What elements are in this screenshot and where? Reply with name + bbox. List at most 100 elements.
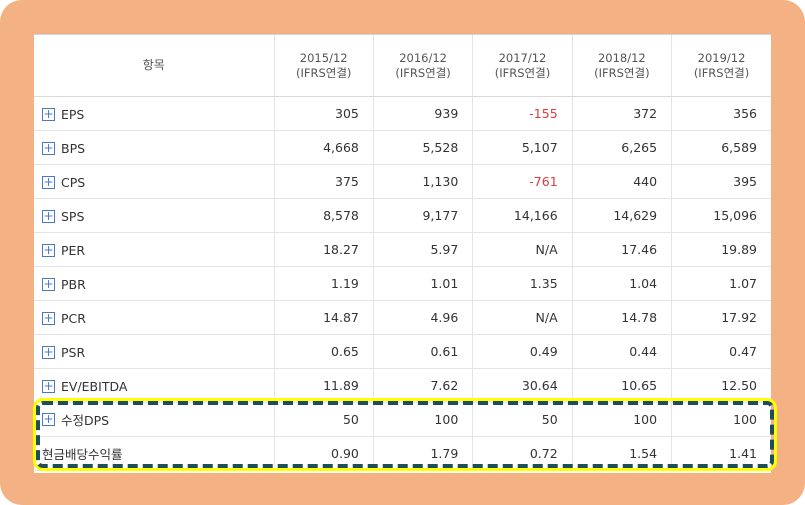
value-cell: 17.92 [671,300,771,335]
row-label: CPS [61,174,86,190]
expand-plus-icon[interactable]: + [42,242,55,257]
value-cell: 10.65 [571,368,672,403]
row-label: EV/EBITDA [61,378,128,394]
table-row: + CPS 375 1,130 -761 440 395 [34,164,771,199]
table-row: + PSR 0.65 0.61 0.49 0.44 0.47 [34,334,771,369]
table-row: + BPS 4,668 5,528 5,107 6,265 6,589 [34,130,771,165]
row-label: BPS [61,140,86,156]
expand-plus-icon[interactable]: + [42,208,55,223]
value-cell: 100 [372,402,473,437]
value-cell: N/A [472,232,573,267]
value-cell: 6,265 [571,130,672,165]
value-cell: 375 [273,164,374,199]
value-cell: 5,528 [372,130,473,165]
expand-plus-icon[interactable]: + [42,412,55,426]
row-label: PBR [61,276,86,292]
value-cell: -761 [472,164,573,199]
value-cell: 50 [273,402,374,437]
value-cell: 15,096 [671,198,771,233]
value-cell: 30.64 [472,368,573,403]
row-label-cell: + PBR [34,266,274,301]
header-period: 2015/12 (IFRS연결) [273,34,374,97]
value-cell: 0.44 [571,334,672,369]
header-period: 2018/12 (IFRS연결) [571,34,672,97]
value-cell: 50 [472,402,573,437]
expand-plus-icon[interactable]: + [42,140,55,155]
expand-plus-icon[interactable]: + [42,276,55,291]
expand-plus-icon[interactable]: + [42,310,55,325]
value-cell: 395 [671,164,771,199]
table-row: + EPS 305 939 -155 372 356 [34,96,771,131]
table-row: + PCR 14.87 4.96 N/A 14.78 17.92 [34,300,771,335]
table-row: + PBR 1.19 1.01 1.35 1.04 1.07 [34,266,771,301]
row-label: PCR [61,310,86,326]
value-cell: 7.62 [372,368,473,403]
value-cell: 12.50 [671,368,771,403]
value-cell: 0.61 [372,334,473,369]
header-item: 항목 [34,34,274,97]
table-header-row: 항목 2015/12 (IFRS연결) 2016/12 (IFRS연결) 2017/… [34,34,771,97]
value-cell: 100 [571,402,672,437]
value-cell: N/A [472,300,573,335]
financial-table-panel: 항목 2015/12 (IFRS연결) 2016/12 (IFRS연결) 2017/… [34,34,771,473]
row-label: 수정DPS [61,413,110,428]
value-cell: 14,629 [571,198,672,233]
value-cell: 356 [671,96,771,131]
value-cell: 4,668 [273,130,374,165]
table-row: + PER 18.27 5.97 N/A 17.46 19.89 [34,232,771,267]
row-label-cell: + PER [34,232,274,267]
value-cell: 11.89 [273,368,374,403]
row-label: SPS [61,208,85,224]
value-cell: 8,578 [273,198,374,233]
financial-ratio-table: 항목 2015/12 (IFRS연결) 2016/12 (IFRS연결) 2017/… [34,34,771,471]
value-cell: 18.27 [273,232,374,267]
expand-plus-icon[interactable]: + [42,106,55,121]
value-cell: 4.96 [372,300,473,335]
value-cell: 1.01 [372,266,473,301]
row-label: 현금배당수익률 [42,447,123,462]
value-cell: 0.49 [472,334,573,369]
header-period: 2016/12 (IFRS연결) [372,34,473,97]
value-cell: 0.65 [273,334,374,369]
value-cell: 5,107 [472,130,573,165]
value-cell: 6,589 [671,130,771,165]
highlight-dashed-box [33,398,777,471]
value-cell: 1,130 [372,164,473,199]
value-cell: 1.19 [273,266,374,301]
value-cell: 939 [372,96,473,131]
value-cell: 17.46 [571,232,672,267]
value-cell: 0.47 [671,334,771,369]
value-cell: 440 [571,164,672,199]
expand-plus-icon[interactable]: + [42,344,55,359]
value-cell: 305 [273,96,374,131]
row-label-cell: + PCR [34,300,274,335]
row-label: PER [61,242,86,258]
header-period: 2019/12 (IFRS연결) [671,34,771,97]
value-cell: 14.87 [273,300,374,335]
value-cell: 14.78 [571,300,672,335]
value-cell: 5.97 [372,232,473,267]
row-label: PSR [61,344,86,360]
expand-plus-icon[interactable]: + [42,378,55,393]
header-period: 2017/12 (IFRS연결) [472,34,573,97]
row-label-cell: + EPS [34,96,274,131]
row-label-cell: + PSR [34,334,274,369]
row-label-cell: + 수정DPS [34,402,274,437]
value-cell: 19.89 [671,232,771,267]
value-cell: 1.07 [671,266,771,301]
row-label-cell: + SPS [34,198,274,233]
row-label-cell: + EV/EBITDA [34,368,274,403]
value-cell: 372 [571,96,672,131]
value-cell: 1.35 [472,266,573,301]
value-cell: 100 [671,402,771,437]
expand-plus-icon[interactable]: + [42,174,55,189]
value-cell: 14,166 [472,198,573,233]
row-label-cell: + CPS [34,164,274,199]
value-cell: 9,177 [372,198,473,233]
value-cell: 1.04 [571,266,672,301]
row-label: EPS [61,106,85,122]
row-label-cell: + BPS [34,130,274,165]
table-row: + SPS 8,578 9,177 14,166 14,629 15,096 [34,198,771,233]
table-row: + EV/EBITDA 11.89 7.62 30.64 10.65 12.50 [34,368,771,403]
table-row: + 수정DPS 50 100 50 100 100 [34,402,771,437]
